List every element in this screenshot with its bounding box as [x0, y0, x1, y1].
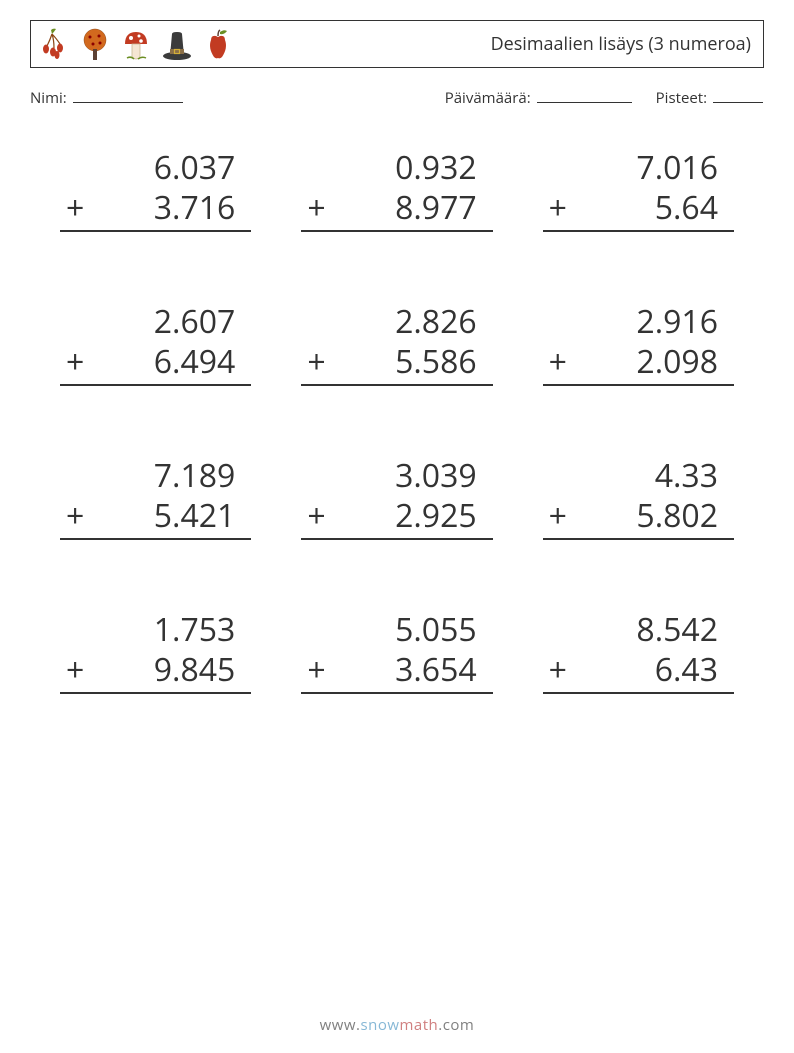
operator: + — [549, 650, 571, 690]
problem-top: 2.607 — [60, 302, 251, 342]
problem-top: 7.016 — [543, 148, 734, 188]
date-blank[interactable] — [537, 86, 632, 103]
problem-bottom: 2.925 — [329, 496, 476, 536]
problem-bottom: 6.494 — [88, 342, 235, 382]
problem-bottom-line: +2.925 — [301, 496, 492, 540]
footer: www.snowmath.com — [0, 1015, 794, 1035]
problem: 7.016+5.64 — [543, 148, 734, 232]
problem-top: 2.916 — [543, 302, 734, 342]
berries-icon — [39, 26, 69, 62]
problem-bottom-line: +5.64 — [543, 188, 734, 232]
problem: 5.055+3.654 — [301, 610, 492, 694]
problem-top: 4.33 — [543, 456, 734, 496]
score-label: Pisteet: — [656, 88, 707, 108]
problem-bottom-line: +3.654 — [301, 650, 492, 694]
problem-bottom-line: +6.494 — [60, 342, 251, 386]
problem: 2.607+6.494 — [60, 302, 251, 386]
footer-suffix: .com — [438, 1015, 474, 1035]
problem-top: 0.932 — [301, 148, 492, 188]
problem-top: 2.826 — [301, 302, 492, 342]
problem-bottom: 3.716 — [88, 188, 235, 228]
operator: + — [307, 496, 329, 536]
header-icons — [39, 26, 233, 62]
worksheet-title: Desimaalien lisäys (3 numeroa) — [491, 32, 751, 56]
problem: 3.039+2.925 — [301, 456, 492, 540]
operator: + — [66, 496, 88, 536]
problem-bottom-line: +8.977 — [301, 188, 492, 232]
problem-top: 3.039 — [301, 456, 492, 496]
problem-bottom-line: +6.43 — [543, 650, 734, 694]
problem: 0.932+8.977 — [301, 148, 492, 232]
operator: + — [549, 342, 571, 382]
footer-snow: snow — [360, 1015, 399, 1035]
problem-top: 8.542 — [543, 610, 734, 650]
problem-top: 7.189 — [60, 456, 251, 496]
problem-bottom-line: +5.586 — [301, 342, 492, 386]
problem-bottom: 9.845 — [88, 650, 235, 690]
problem: 1.753+9.845 — [60, 610, 251, 694]
name-blank[interactable] — [73, 86, 183, 103]
problem: 7.189+5.421 — [60, 456, 251, 540]
header-box: Desimaalien lisäys (3 numeroa) — [30, 20, 764, 68]
problem-bottom: 5.586 — [329, 342, 476, 382]
problem-bottom-line: +3.716 — [60, 188, 251, 232]
problem-bottom-line: +2.098 — [543, 342, 734, 386]
problem-bottom: 3.654 — [329, 650, 476, 690]
problem-bottom: 5.802 — [571, 496, 718, 536]
score-blank[interactable] — [713, 86, 763, 103]
date-label: Päivämäärä: — [445, 88, 531, 108]
pilgrim-hat-icon — [161, 26, 193, 62]
apple-icon — [203, 26, 233, 62]
problem-bottom: 5.421 — [88, 496, 235, 536]
operator: + — [549, 188, 571, 228]
operator: + — [307, 188, 329, 228]
footer-prefix: www. — [320, 1015, 361, 1035]
problem-bottom: 2.098 — [571, 342, 718, 382]
operator: + — [307, 342, 329, 382]
problem-top: 5.055 — [301, 610, 492, 650]
name-label: Nimi: — [30, 88, 67, 108]
operator: + — [66, 342, 88, 382]
operator: + — [66, 188, 88, 228]
problem-bottom: 6.43 — [571, 650, 718, 690]
problem-bottom-line: +9.845 — [60, 650, 251, 694]
problem: 2.916+2.098 — [543, 302, 734, 386]
problem-top: 1.753 — [60, 610, 251, 650]
operator: + — [66, 650, 88, 690]
problem: 2.826+5.586 — [301, 302, 492, 386]
tree-icon — [79, 26, 111, 62]
problem: 8.542+6.43 — [543, 610, 734, 694]
problem-bottom-line: +5.421 — [60, 496, 251, 540]
problem-bottom-line: +5.802 — [543, 496, 734, 540]
footer-math: math — [399, 1015, 438, 1035]
problems-grid: 6.037+3.7160.932+8.9777.016+5.642.607+6.… — [30, 148, 764, 694]
problem: 6.037+3.716 — [60, 148, 251, 232]
problem-bottom: 8.977 — [329, 188, 476, 228]
problem: 4.33+5.802 — [543, 456, 734, 540]
mushroom-icon — [121, 26, 151, 62]
worksheet-page: Desimaalien lisäys (3 numeroa) Nimi: Päi… — [0, 0, 794, 1053]
operator: + — [549, 496, 571, 536]
operator: + — [307, 650, 329, 690]
problem-top: 6.037 — [60, 148, 251, 188]
problem-bottom: 5.64 — [571, 188, 718, 228]
meta-row: Nimi: Päivämäärä: Pisteet: — [30, 86, 764, 108]
